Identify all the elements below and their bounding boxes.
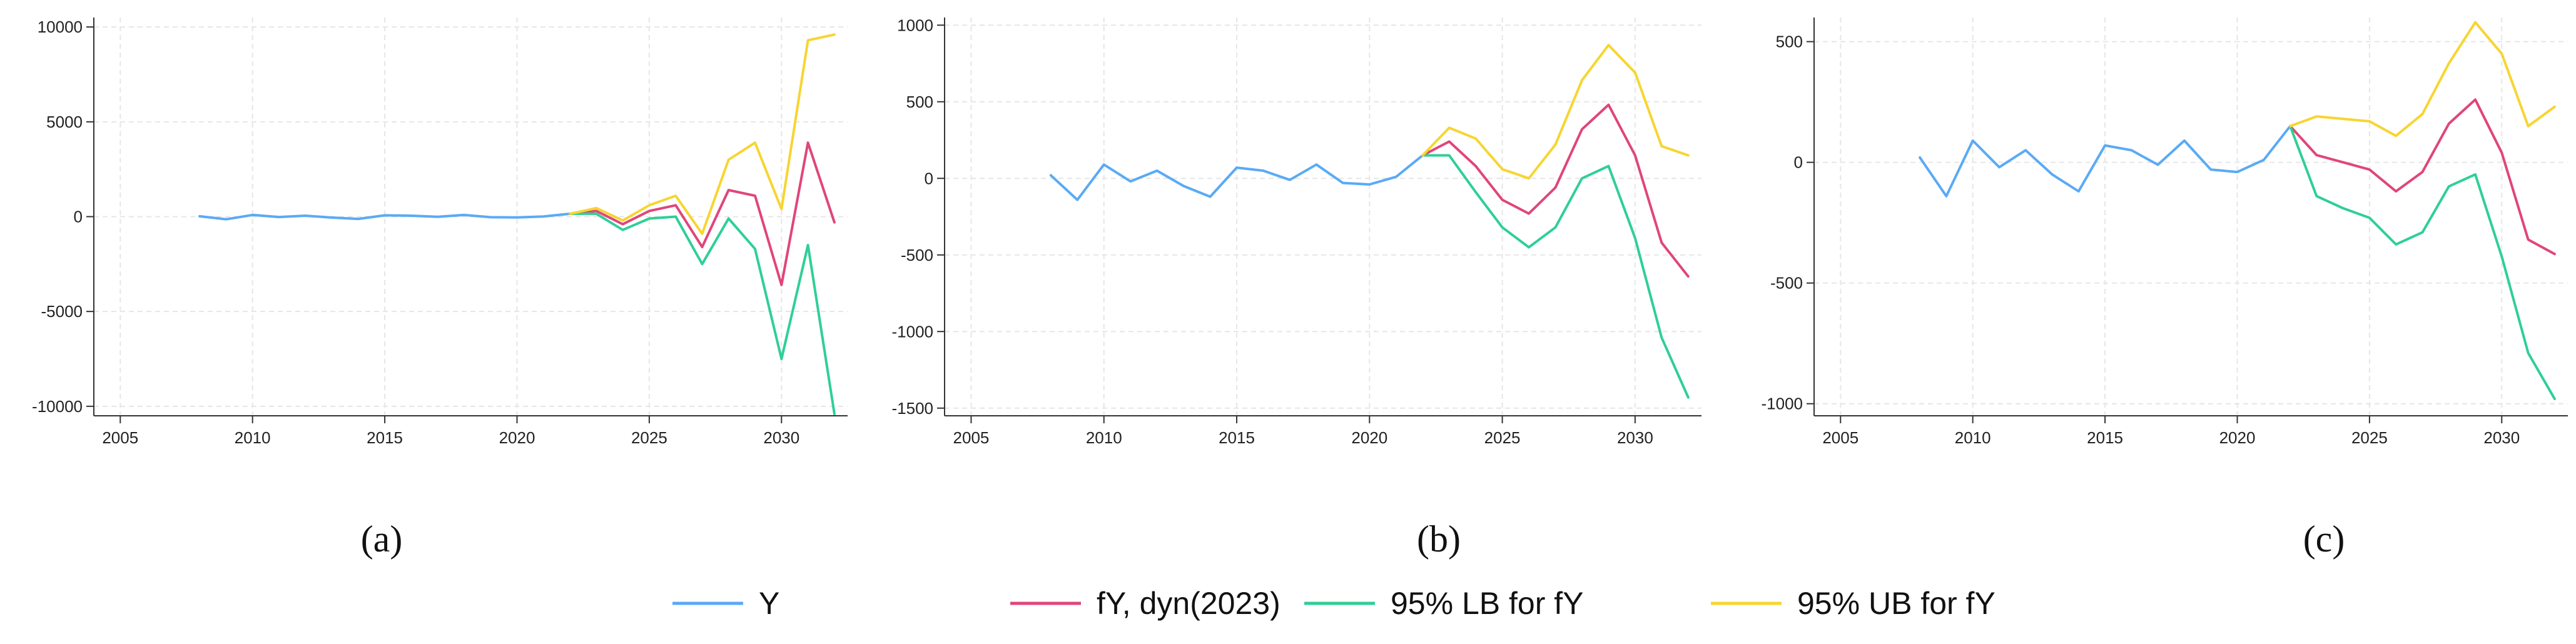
x-tick-label-b: 2015 xyxy=(1219,428,1255,447)
series-line-y-b xyxy=(1049,154,1424,201)
x-tick-label-c: 2030 xyxy=(2483,428,2520,447)
series-line-95-ub-for-fy-c xyxy=(2289,21,2556,138)
y-tick-label-b: -1000 xyxy=(892,322,934,341)
y-tick-label-a: -10000 xyxy=(32,397,83,416)
x-tick-label-c: 2010 xyxy=(1955,428,1991,447)
y-tick-label-a: 0 xyxy=(74,208,83,226)
panel-b: -1500 -1000 -500 0 500 1000 2005 2010 2015 2020 20… xyxy=(892,16,1701,447)
x-tick-label-c: 2020 xyxy=(2219,428,2256,447)
legend-label-lb: 95% LB for fY xyxy=(1391,586,1584,621)
x-tick-label-a: 2015 xyxy=(367,428,403,447)
legend-label-fy: fY, dyn(2023) xyxy=(1097,586,1280,621)
caption-c: (c) xyxy=(2303,518,2345,560)
y-tick-label-c: -1000 xyxy=(1762,395,1803,413)
series-line-95-lb-for-fy-b xyxy=(1421,154,1690,399)
series-line-fy-dyn-2023-c xyxy=(2289,98,2556,256)
x-tick-label-b: 2030 xyxy=(1617,428,1653,447)
y-tick-label-c: -500 xyxy=(1770,274,1803,293)
y-tick-label-c: 0 xyxy=(1794,153,1803,172)
x-tick-label-a: 2030 xyxy=(763,428,799,447)
x-tick-label-a: 2005 xyxy=(102,428,138,447)
x-tick-label-c: 2005 xyxy=(1822,428,1858,447)
panel-c: -1000 -500 0 500 2005 2010 2015 2020 2025 2030 xyxy=(1762,18,2568,447)
x-tick-label-c: 2025 xyxy=(2351,428,2388,447)
series-line-fy-dyn-2023-a xyxy=(569,141,836,286)
series-line-y-a xyxy=(198,212,572,221)
x-tick-label-b: 2005 xyxy=(953,428,990,447)
y-tick-label-b: 500 xyxy=(906,93,933,111)
y-tick-label-a: -5000 xyxy=(41,302,83,321)
series-line-95-lb-for-fy-a xyxy=(569,212,836,415)
series-line-95-lb-for-fy-c xyxy=(2289,124,2556,400)
series-line-95-ub-for-fy-b xyxy=(1421,44,1690,180)
x-tick-label-a: 2020 xyxy=(499,428,535,447)
series-line-fy-dyn-2023-b xyxy=(1421,103,1690,278)
series-line-95-ub-for-fy-a xyxy=(569,33,836,235)
caption-b: (b) xyxy=(1417,518,1461,560)
x-tick-label-b: 2025 xyxy=(1484,428,1521,447)
y-tick-label-b: 1000 xyxy=(897,16,933,34)
panel-a: -10000 -5000 0 5000 10000 2005 2010 2015 2020 202… xyxy=(32,18,848,447)
legend-label-y: Y xyxy=(759,586,779,621)
x-tick-label-b: 2010 xyxy=(1086,428,1122,447)
x-tick-label-a: 2010 xyxy=(235,428,271,447)
y-tick-label-b: -1500 xyxy=(892,399,934,418)
legend-label-ub: 95% UB for fY xyxy=(1797,586,1995,621)
y-tick-label-c: 500 xyxy=(1776,33,1803,51)
caption-a: (a) xyxy=(361,518,403,560)
y-tick-label-b: 0 xyxy=(925,169,933,188)
x-tick-label-b: 2020 xyxy=(1351,428,1387,447)
x-tick-label-a: 2025 xyxy=(631,428,667,447)
y-tick-label-a: 5000 xyxy=(46,113,83,131)
series-line-y-c xyxy=(1919,124,2292,198)
x-tick-label-c: 2015 xyxy=(2087,428,2123,447)
legend: Y fY, dyn(2023) 95% LB for fY 95% UB for… xyxy=(672,586,1995,621)
y-tick-label-b: -500 xyxy=(901,246,933,264)
y-tick-label-a: 10000 xyxy=(38,18,83,36)
